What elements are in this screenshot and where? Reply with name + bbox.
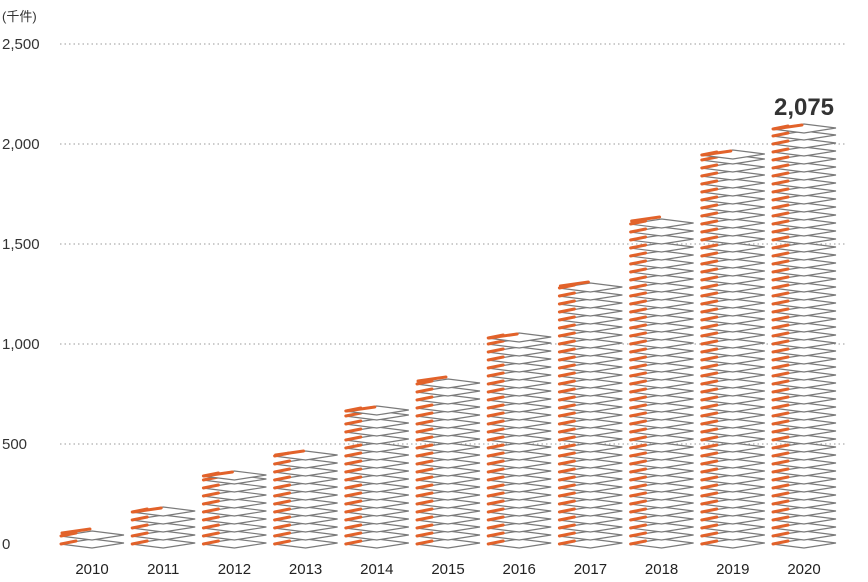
highlight-value-label: 2,075 (774, 94, 834, 121)
x-tick-label-2018: 2018 (645, 561, 678, 578)
bar-2015 (415, 375, 481, 549)
bar-2013 (273, 449, 338, 549)
y-tick-label: 1,500 (2, 236, 40, 253)
x-tick-label-2019: 2019 (716, 561, 749, 578)
x-tick-label-2013: 2013 (289, 561, 322, 578)
y-axis-unit-label: (千件) (2, 9, 37, 24)
bar-2020 (771, 123, 837, 549)
x-tick-label-2011: 2011 (147, 561, 179, 578)
bars (59, 123, 837, 549)
x-axis-labels: 2010 2011 2012 2013 2014 2015 2016 2017 2018 2019… (75, 561, 820, 578)
bar-2019 (700, 149, 765, 549)
bar-2014 (344, 405, 409, 549)
bar-2016 (486, 332, 552, 549)
x-tick-label-2017: 2017 (574, 561, 607, 578)
y-tick-label: 1,000 (2, 336, 40, 353)
x-tick-label-2020: 2020 (787, 561, 820, 578)
bar-2010 (59, 527, 125, 549)
bar-2018 (629, 215, 694, 549)
bar-2017 (557, 280, 623, 549)
y-tick-label: 2,000 (2, 136, 40, 153)
bar-2012 (201, 470, 267, 549)
x-tick-label-2015: 2015 (431, 561, 464, 578)
y-tick-label: 500 (2, 436, 27, 453)
y-axis-ticks: 0 500 1,000 1,500 2,000 2,500 (2, 36, 40, 553)
y-tick-label: 0 (2, 536, 10, 553)
y-tick-label: 2,500 (2, 36, 40, 53)
x-tick-label-2012: 2012 (218, 561, 251, 578)
x-tick-label-2010: 2010 (75, 561, 108, 578)
bar-2011 (130, 506, 196, 549)
x-tick-label-2014: 2014 (360, 561, 393, 578)
x-tick-label-2016: 2016 (503, 561, 536, 578)
